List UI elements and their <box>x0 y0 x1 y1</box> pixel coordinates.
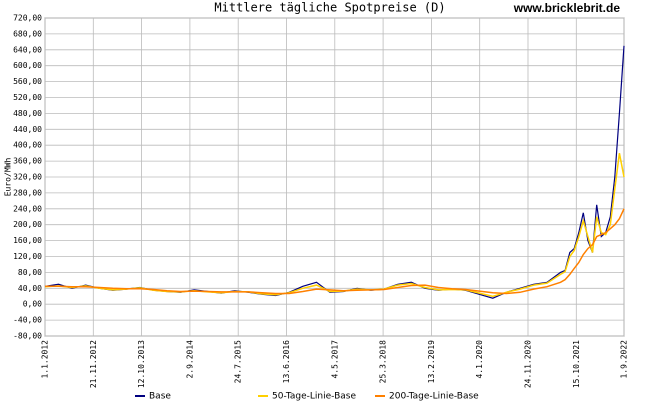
watermark: www.bricklebrit.de <box>513 1 621 15</box>
legend-label: 50-Tage-Linie-Base <box>272 392 356 402</box>
y-tick-label: 120,00 <box>13 252 42 261</box>
y-tick-label: 360,00 <box>13 157 42 166</box>
y-tick-label: 400,00 <box>13 141 42 150</box>
y-tick-label: 440,00 <box>13 125 42 134</box>
y-tick-label: 160,00 <box>13 236 42 245</box>
chart-title: Mittlere tägliche Spotpreise (D) <box>214 1 445 15</box>
y-tick-label: 320,00 <box>13 173 42 182</box>
x-tick-label: 4.5.2017 <box>330 340 339 379</box>
x-tick-label: 15.10.2021 <box>572 340 581 388</box>
y-tick-label: 80,00 <box>18 268 42 277</box>
x-tick-label: 1.9.2022 <box>620 340 629 379</box>
y-tick-label: 200,00 <box>13 220 42 229</box>
y-tick-label: 640,00 <box>13 45 42 54</box>
x-tick-label: 12.10.2013 <box>137 340 146 388</box>
series-line <box>45 208 625 295</box>
y-tick-label: 720,00 <box>13 14 42 23</box>
y-tick-label: 680,00 <box>13 29 42 38</box>
legend-label: 200-Tage-Linie-Base <box>389 392 479 402</box>
x-tick-label: 21.11.2012 <box>89 340 98 388</box>
y-axis-label: Euro/MWh <box>4 158 13 197</box>
x-tick-label: 24.11.2020 <box>523 340 532 388</box>
x-tick-label: 25.3.2018 <box>379 340 388 384</box>
x-tick-label: 13.6.2016 <box>282 340 291 384</box>
x-tick-label: 2.9.2014 <box>185 340 194 379</box>
x-tick-label: 13.2.2019 <box>427 340 436 384</box>
y-tick-label: 280,00 <box>13 188 42 197</box>
series-line <box>44 153 625 298</box>
y-tick-label: 600,00 <box>13 61 42 70</box>
y-tick-label: -40,00 <box>13 316 42 325</box>
y-tick-label: -80,00 <box>13 332 42 341</box>
y-tick-label: 480,00 <box>13 109 42 118</box>
legend-label: Base <box>149 392 171 402</box>
x-tick-label: 24.7.2015 <box>234 340 243 384</box>
x-tick-label: 1.1.2012 <box>41 340 50 379</box>
y-tick-label: 560,00 <box>13 77 42 86</box>
y-tick-label: 520,00 <box>13 93 42 102</box>
y-tick-label: 0,00 <box>23 300 42 309</box>
y-tick-label: 240,00 <box>13 204 42 213</box>
y-tick-label: 40,00 <box>18 284 42 293</box>
x-tick-label: 4.1.2020 <box>475 340 484 379</box>
